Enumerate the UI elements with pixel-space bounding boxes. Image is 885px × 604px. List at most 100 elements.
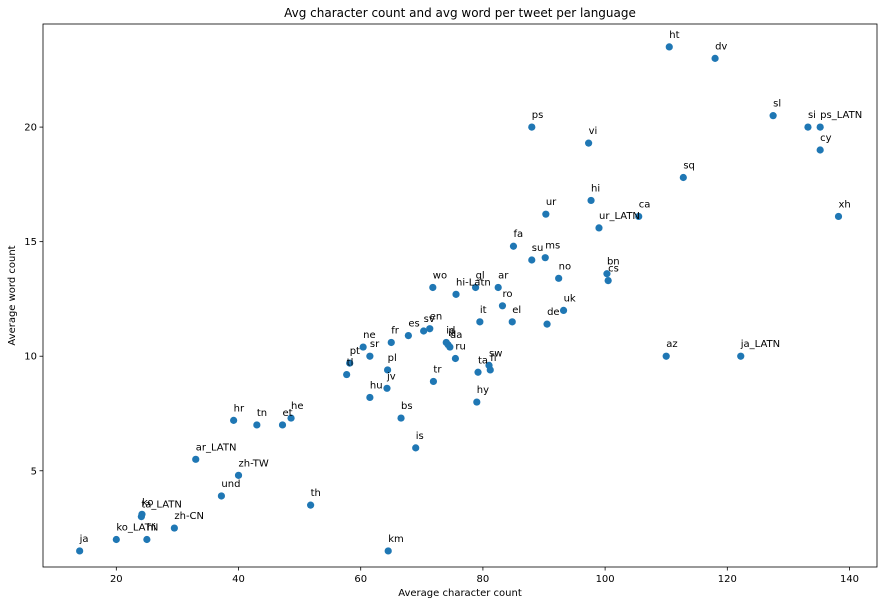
data-point-ru [451, 354, 460, 363]
data-label-ps_LATN: ps_LATN [820, 110, 862, 121]
data-point-ur [542, 210, 550, 218]
data-label-az: az [666, 339, 677, 350]
data-label-sv: sv [424, 314, 435, 325]
data-label-it: it [448, 328, 455, 339]
y-axis: 5 10 15 20 [24, 123, 43, 477]
data-label-no: no [559, 261, 571, 272]
data-point-fi [486, 366, 494, 374]
data-label-ur: ur [546, 197, 557, 208]
data-label-zh-CN: zh-CN [174, 511, 204, 522]
data-point-en [426, 325, 434, 333]
data-label-wo: wo [433, 270, 447, 281]
data-label-ur_LATN: ur_LATN [599, 211, 640, 222]
data-label-ar_LATN: ar_LATN [196, 442, 237, 453]
point-labels: jako_LATNkota_LATNhizh-CNar_LATNundzh-TW… [79, 30, 863, 545]
data-label-it: it [480, 305, 487, 316]
data-point-pl [383, 366, 392, 374]
data-point-ps [528, 123, 536, 131]
data-label-sl: sl [773, 99, 781, 110]
data-point-ps_LATN [816, 123, 824, 131]
data-label-da: da [450, 330, 462, 341]
data-point-tl [343, 370, 351, 379]
data-label-ne: ne [363, 330, 376, 341]
data-point-vi [585, 139, 593, 147]
data-label-zh-TW: zh-TW [239, 458, 269, 469]
data-label-tl: tl [347, 358, 354, 369]
data-label-hi-Latn: hi-Latn [456, 277, 491, 288]
data-point-it [476, 318, 484, 326]
data-label-ta_LATN: ta_LATN [141, 500, 182, 511]
data-point-ta [474, 368, 482, 376]
data-point-es [404, 331, 412, 340]
data-point-ms [541, 254, 549, 262]
data-point-bs [397, 414, 405, 422]
data-label-cy: cy [820, 133, 831, 144]
data-point-ro [498, 302, 507, 310]
x-tick-label: 120 [718, 574, 737, 585]
data-point-sv [420, 327, 428, 335]
x-tick-label: 40 [232, 574, 245, 585]
x-axis-label: Average character count [398, 588, 522, 599]
y-tick-label: 20 [24, 123, 37, 134]
data-label-ms: ms [545, 241, 560, 252]
data-label-fa: fa [513, 229, 523, 240]
data-point-su [528, 256, 536, 264]
data-point-ht [665, 43, 673, 51]
data-point-no [555, 274, 563, 282]
data-point-is [412, 444, 420, 452]
data-label-vi: vi [589, 126, 598, 137]
data-point-ko_LATN [112, 535, 120, 544]
data-point-uk [559, 306, 568, 314]
data-label-ru: ru [455, 342, 465, 353]
data-point-ne [359, 343, 367, 351]
data-label-ht: ht [669, 30, 679, 41]
data-label-sw: sw [489, 348, 502, 359]
data-point-sq [679, 173, 687, 182]
data-label-tr: tr [433, 364, 442, 375]
data-label-und: und [221, 479, 240, 490]
data-label-xh: xh [839, 199, 851, 210]
data-point-ja [76, 547, 84, 555]
data-point-ar [494, 283, 502, 292]
data-point-pt [346, 359, 354, 367]
data-label-hy: hy [477, 385, 489, 396]
data-point-fr [387, 338, 395, 347]
data-point-zh-TW [234, 471, 243, 479]
data-point-tn [253, 421, 261, 429]
data-label-dv: dv [715, 41, 727, 52]
data-point-sr [366, 352, 374, 360]
data-label-jv: jv [386, 371, 396, 382]
data-label-ta: ta [478, 355, 488, 366]
data-label-id: id [446, 325, 455, 336]
data-label-pl: pl [388, 353, 397, 364]
data-point-hi [143, 535, 151, 544]
data-label-is: is [416, 431, 424, 442]
data-label-fr: fr [391, 325, 400, 336]
data-label-ja_LATN: ja_LATN [740, 339, 780, 350]
data-point-hu [366, 393, 374, 402]
data-label-th: th [311, 488, 321, 499]
data-label-sq: sq [683, 161, 695, 172]
data-label-su: su [532, 243, 544, 254]
data-point-hr [230, 416, 238, 424]
x-tick-label: 80 [477, 574, 490, 585]
data-label-ps: ps [532, 110, 544, 121]
data-label-et: et [283, 408, 293, 419]
data-label-ro: ro [502, 289, 512, 300]
x-tick-label: 20 [110, 574, 123, 585]
data-label-pt: pt [350, 346, 360, 357]
data-point-ta_LATN [137, 512, 145, 521]
data-point-he [287, 414, 295, 422]
data-label-ko: ko [142, 497, 154, 508]
data-point-jv [383, 384, 391, 392]
data-point-cy [816, 146, 824, 154]
data-label-cs: cs [608, 264, 619, 275]
data-label-ca: ca [639, 199, 651, 210]
data-point-km [384, 547, 392, 555]
x-tick-label: 100 [596, 574, 615, 585]
data-label-km: km [388, 534, 404, 545]
x-tick-label: 60 [354, 574, 367, 585]
data-label-ja: ja [79, 534, 89, 545]
